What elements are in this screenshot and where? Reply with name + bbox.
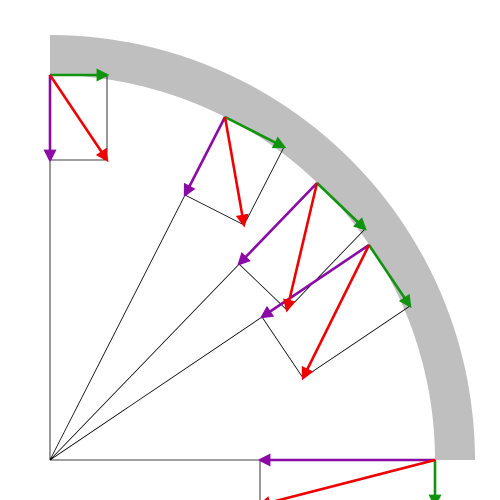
radial-vector [239, 183, 317, 264]
resultant-vector [303, 245, 369, 378]
vectors [50, 75, 435, 500]
radial-vector [185, 117, 225, 195]
construction-boxes [50, 75, 435, 500]
resultant-vector [225, 117, 244, 225]
resultant-vector [50, 75, 107, 160]
vector-diagram [0, 0, 500, 500]
resultant-vector [260, 460, 435, 500]
radial-vector [262, 245, 369, 317]
quarter-arc-band [50, 35, 475, 460]
arc-band [50, 35, 475, 460]
